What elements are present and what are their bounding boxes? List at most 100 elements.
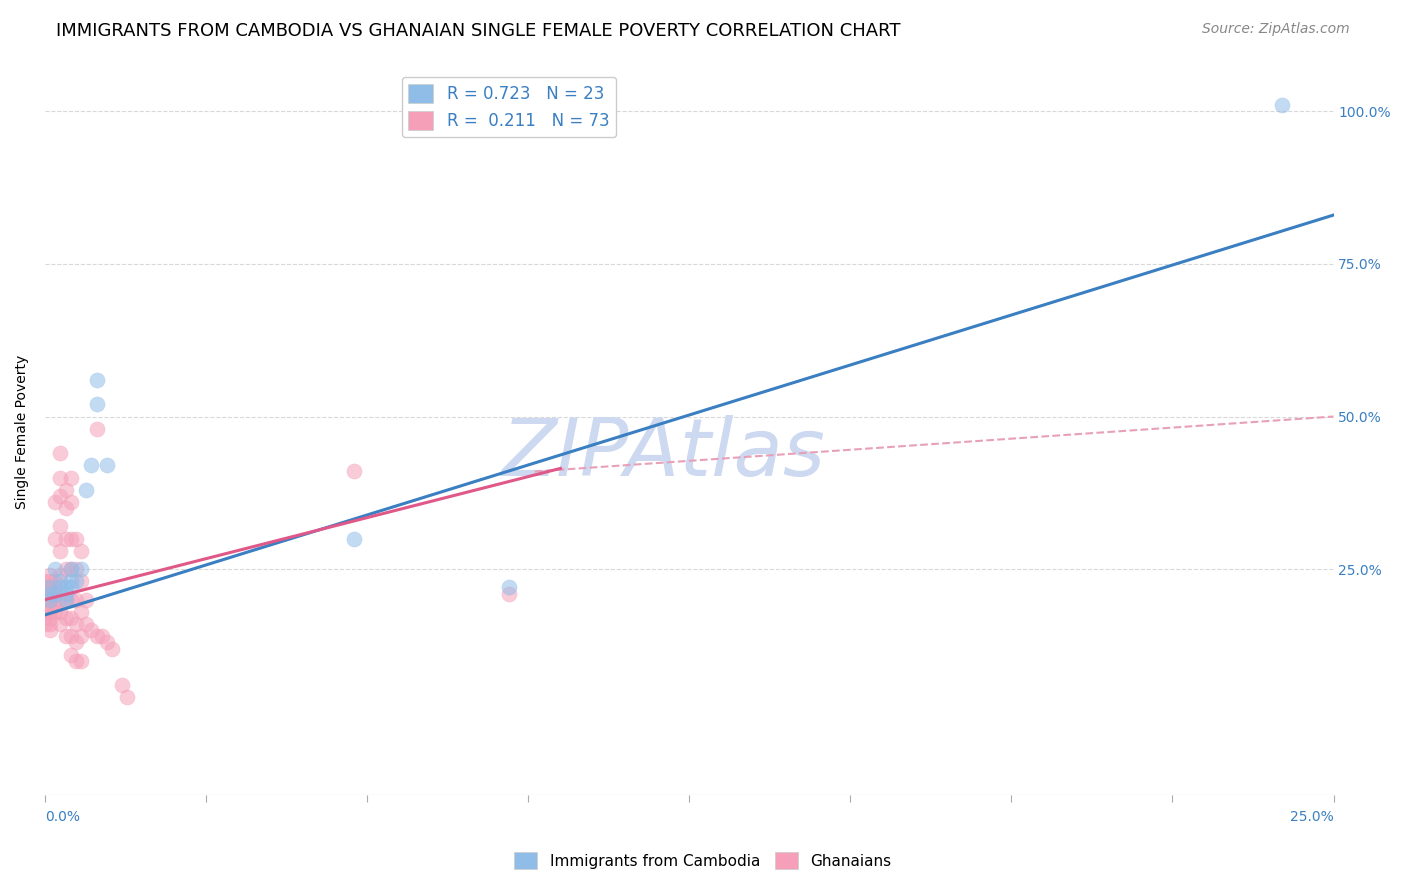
Point (59, 470, 82, 484)
Point (70, 562, 93, 576)
Point (59, 629, 82, 643)
Point (37, 581, 59, 595)
Point (86, 397, 108, 411)
Point (39, 568, 62, 582)
Point (101, 641, 124, 656)
Text: 0.0%: 0.0% (45, 810, 80, 824)
Point (65, 562, 87, 576)
Point (86, 629, 108, 643)
Point (55, 629, 77, 643)
Point (44, 605, 66, 619)
Point (44, 495, 66, 509)
Point (111, 678, 134, 692)
Point (34, 586, 56, 600)
Point (65, 635, 87, 649)
Point (65, 617, 87, 632)
Point (34, 592, 56, 607)
Point (39, 624, 62, 638)
Point (55, 592, 77, 607)
Point (44, 574, 66, 589)
Point (39, 574, 62, 589)
Point (39, 605, 62, 619)
Point (44, 581, 66, 595)
Point (44, 586, 66, 600)
Point (39, 592, 62, 607)
Point (65, 574, 87, 589)
Point (55, 562, 77, 576)
Legend: Immigrants from Cambodia, Ghanaians: Immigrants from Cambodia, Ghanaians (509, 846, 897, 875)
Point (49, 446, 72, 460)
Point (34, 581, 56, 595)
Legend: R = 0.723   N = 23, R =  0.211   N = 73: R = 0.723 N = 23, R = 0.211 N = 73 (402, 77, 616, 137)
Point (59, 592, 82, 607)
Point (55, 611, 77, 625)
Point (498, 581, 520, 595)
Point (39, 586, 62, 600)
Point (80, 458, 103, 473)
Text: IMMIGRANTS FROM CAMBODIA VS GHANAIAN SINGLE FEMALE POVERTY CORRELATION CHART: IMMIGRANTS FROM CAMBODIA VS GHANAIAN SIN… (56, 22, 901, 40)
Point (65, 654, 87, 668)
Point (39, 599, 62, 613)
Point (34, 617, 56, 632)
Point (343, 532, 366, 546)
Point (59, 581, 82, 595)
Point (44, 599, 66, 613)
Text: ZIPAtlas: ZIPAtlas (502, 415, 825, 492)
Point (86, 422, 108, 436)
Text: 25.0%: 25.0% (1289, 810, 1333, 824)
Point (59, 611, 82, 625)
Point (39, 586, 62, 600)
Point (59, 562, 82, 576)
Point (49, 519, 72, 533)
Point (49, 617, 72, 632)
Point (70, 574, 93, 589)
Point (75, 483, 97, 497)
Point (343, 465, 366, 479)
Point (70, 654, 93, 668)
Point (75, 592, 97, 607)
Point (44, 562, 66, 576)
Point (49, 470, 72, 484)
Y-axis label: Single Female Poverty: Single Female Poverty (15, 355, 30, 509)
Point (44, 532, 66, 546)
Point (96, 458, 118, 473)
Point (59, 648, 82, 662)
Point (39, 617, 62, 632)
Point (49, 592, 72, 607)
Point (44, 592, 66, 607)
Point (75, 617, 97, 632)
Point (498, 586, 520, 600)
Point (34, 611, 56, 625)
Point (90, 629, 112, 643)
Point (1271, 98, 1294, 112)
Point (59, 574, 82, 589)
Point (55, 586, 77, 600)
Point (55, 501, 77, 516)
Point (34, 605, 56, 619)
Text: Source: ZipAtlas.com: Source: ZipAtlas.com (1202, 22, 1350, 37)
Point (49, 489, 72, 503)
Point (59, 495, 82, 509)
Point (34, 599, 56, 613)
Point (86, 373, 108, 387)
Point (70, 605, 93, 619)
Point (117, 690, 139, 705)
Point (55, 581, 77, 595)
Point (55, 532, 77, 546)
Point (59, 562, 82, 576)
Point (59, 532, 82, 546)
Point (55, 483, 77, 497)
Point (39, 592, 62, 607)
Point (65, 592, 87, 607)
Point (80, 624, 103, 638)
Point (44, 586, 66, 600)
Point (39, 581, 62, 595)
Point (49, 605, 72, 619)
Point (65, 532, 87, 546)
Point (49, 581, 72, 595)
Point (49, 544, 72, 558)
Point (55, 592, 77, 607)
Point (39, 611, 62, 625)
Point (49, 574, 72, 589)
Point (96, 635, 118, 649)
